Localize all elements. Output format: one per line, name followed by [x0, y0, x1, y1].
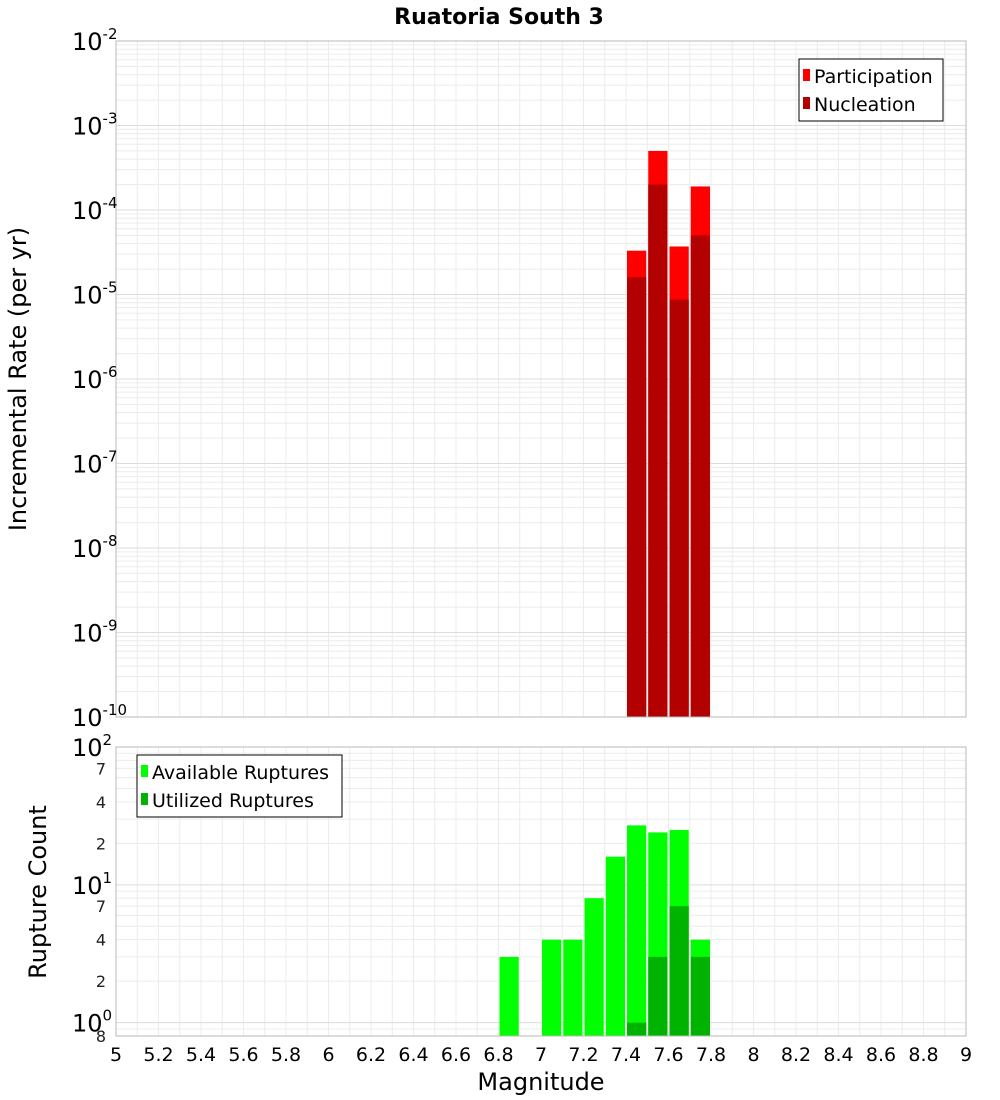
- x-tick-label: 6.6: [441, 1044, 471, 1066]
- x-tick-label: 5: [110, 1044, 122, 1066]
- bottom-legend: Available Ruptures Utilized Ruptures: [136, 754, 343, 818]
- x-tick-label: 7.4: [611, 1044, 641, 1066]
- x-tick-label: 5.8: [271, 1044, 301, 1066]
- legend-swatch: [803, 69, 810, 81]
- bar-nucleation: [627, 277, 647, 717]
- x-tick-label: 7.6: [653, 1044, 683, 1066]
- x-tick-label: 7.2: [568, 1044, 598, 1066]
- y-tick-label: 101: [72, 869, 112, 900]
- x-tick-label: 6.4: [398, 1044, 428, 1066]
- y-minor-tick-label: 7: [96, 759, 106, 778]
- y-tick-label: 10-8: [72, 532, 118, 563]
- bar-available-ruptures: [499, 956, 519, 1036]
- bottom-y-ticks: 102 101 100 7 4 2 7 4 2 8: [72, 731, 112, 1046]
- bar-available-ruptures: [563, 939, 583, 1036]
- y-tick-label: 10-3: [72, 110, 118, 141]
- y-tick-label: 10-10: [72, 701, 127, 732]
- bar-available-ruptures: [605, 856, 625, 1036]
- x-tick-label: 6.2: [356, 1044, 386, 1066]
- x-tick-label: 8.4: [823, 1044, 853, 1066]
- bar-available-ruptures: [584, 898, 604, 1036]
- y-tick-label: 10-9: [72, 617, 118, 648]
- bar-nucleation: [690, 235, 710, 718]
- y-minor-tick-label: 7: [96, 897, 106, 916]
- x-tick-label: 5.4: [186, 1044, 216, 1066]
- bar-utilized-ruptures: [648, 956, 668, 1036]
- bar-available-ruptures: [542, 939, 562, 1036]
- bottom-plot-frame: [115, 746, 967, 1037]
- y-tick-label: 102: [72, 731, 112, 762]
- bar-nucleation: [669, 299, 689, 717]
- legend-swatch: [141, 765, 148, 777]
- bottom-plot-bars: [499, 825, 710, 1036]
- legend-box: [136, 754, 343, 818]
- y-minor-tick-label: 4: [96, 931, 106, 950]
- y-minor-tick-label: 2: [96, 834, 106, 853]
- y-tick-label: 10-5: [72, 279, 118, 310]
- y-tick-label: 10-7: [72, 448, 118, 479]
- y-minor-tick-label: 4: [96, 793, 106, 812]
- x-tick-label: 6.8: [483, 1044, 513, 1066]
- x-tick-label: 5.6: [228, 1044, 258, 1066]
- legend-label: Utilized Ruptures: [152, 790, 314, 812]
- legend-label: Available Ruptures: [152, 762, 329, 784]
- top-plot-grid: [115, 40, 967, 718]
- x-axis-label: Magnitude: [477, 1068, 604, 1096]
- x-tick-label: 7: [535, 1044, 547, 1066]
- x-tick-label: 5.2: [143, 1044, 173, 1066]
- x-tick-label: 8.6: [866, 1044, 896, 1066]
- y-tick-label: 10-2: [72, 25, 118, 56]
- y-minor-tick-label: 8: [96, 1027, 106, 1046]
- y-minor-tick-label: 2: [96, 972, 106, 991]
- top-plot-bars: [627, 150, 710, 718]
- bar-nucleation: [648, 184, 668, 717]
- y-tick-label: 10-4: [72, 194, 118, 225]
- x-tick-label: 8.8: [908, 1044, 938, 1066]
- bottom-y-axis-label: Rupture Count: [24, 805, 52, 979]
- top-legend: Participation Nucleation: [798, 58, 944, 122]
- legend-box: [798, 58, 944, 122]
- x-tick-label: 9: [960, 1044, 972, 1066]
- bar-utilized-ruptures: [627, 1022, 647, 1036]
- y-tick-label: 10-6: [72, 363, 118, 394]
- legend-label: Nucleation: [814, 94, 916, 116]
- top-y-ticks: 10-2 10-3 10-4 10-5 10-6 10-7 10-8 10-9 10-10: [72, 25, 127, 732]
- bar-utilized-ruptures: [669, 906, 689, 1036]
- legend-label: Participation: [814, 66, 933, 88]
- top-y-axis-label: Incremental Rate (per yr): [4, 227, 32, 531]
- x-tick-label: 8: [747, 1044, 759, 1066]
- legend-swatch: [141, 793, 148, 805]
- x-ticks: 5 5.2 5.4 5.6 5.8 6 6.2 6.4 6.6 6.8 7 7.2 7.4 7.6 7.8 8…: [110, 1044, 972, 1066]
- y-tick-label: 100: [72, 1007, 112, 1038]
- bar-available-ruptures: [627, 825, 647, 1036]
- bar-utilized-ruptures: [690, 956, 710, 1036]
- top-plot-frame: [115, 40, 967, 718]
- legend-swatch: [803, 97, 810, 109]
- x-tick-label: 7.8: [696, 1044, 726, 1066]
- x-tick-label: 6: [322, 1044, 334, 1066]
- chart-title: Ruatoria South 3: [394, 5, 604, 30]
- x-tick-label: 8.2: [781, 1044, 811, 1066]
